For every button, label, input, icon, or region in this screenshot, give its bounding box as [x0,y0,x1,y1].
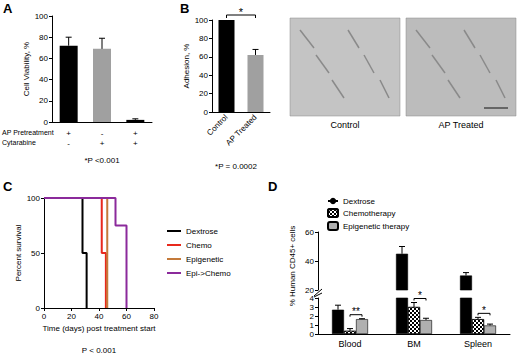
svg-text:*P = 0.0002: *P = 0.0002 [215,162,257,171]
svg-text:*: * [239,6,244,18]
svg-text:100: 100 [195,16,209,25]
svg-text:Epigenetic: Epigenetic [186,255,223,264]
svg-text:0: 0 [310,330,315,339]
svg-text:Cell Viability, %: Cell Viability, % [22,42,31,96]
svg-text:+: + [100,139,105,148]
svg-text:40: 40 [95,312,104,321]
svg-text:Dextrose: Dextrose [343,197,376,206]
svg-text:*: * [482,305,486,316]
svg-text:% Human CD45+ cells: % Human CD45+ cells [288,226,297,307]
svg-text:Cytarabine: Cytarabine [2,139,36,147]
svg-text:*: * [418,290,422,301]
svg-text:Control: Control [205,113,230,138]
svg-text:0: 0 [204,108,209,117]
svg-text:AP Treated: AP Treated [439,120,484,130]
svg-text:60: 60 [122,312,131,321]
svg-text:A: A [3,1,13,16]
svg-text:Percent survival: Percent survival [14,224,23,281]
svg-text:Spleen: Spleen [464,339,492,349]
svg-text:0: 0 [44,118,49,127]
svg-text:-: - [67,139,70,148]
svg-text:40: 40 [305,257,314,266]
svg-text:**: ** [352,306,360,317]
svg-text:20: 20 [39,96,48,105]
svg-text:AP Treated: AP Treated [224,113,259,148]
svg-text:+: + [133,139,138,148]
svg-text:80: 80 [39,33,48,42]
svg-text:C: C [3,179,13,194]
svg-text:Control: Control [330,120,359,130]
svg-text:BM: BM [407,339,421,349]
svg-text:60: 60 [199,52,208,61]
svg-text:80: 80 [199,34,208,43]
svg-text:D: D [268,179,277,194]
svg-text:P < 0.001: P < 0.001 [82,346,117,355]
svg-text:3: 3 [310,303,315,312]
svg-text:AP Pretreatment: AP Pretreatment [2,129,54,136]
svg-text:Epigenetic therapy: Epigenetic therapy [343,222,409,231]
svg-text:60: 60 [39,54,48,63]
svg-text:0: 0 [36,304,41,313]
svg-text:80: 80 [150,312,159,321]
svg-text:Chemo: Chemo [186,241,212,250]
svg-text:40: 40 [199,71,208,80]
svg-text:20: 20 [305,286,314,295]
svg-text:20: 20 [67,312,76,321]
svg-text:100: 100 [27,194,41,203]
svg-text:-: - [101,129,104,138]
svg-text:Dextrose: Dextrose [186,227,219,236]
svg-text:Adhesion, %: Adhesion, % [182,44,191,89]
svg-text:2: 2 [310,312,315,321]
svg-text:+: + [66,129,71,138]
svg-text:Blood: Blood [338,339,361,349]
svg-text:1: 1 [310,321,315,330]
svg-text:50: 50 [31,249,40,258]
svg-text:40: 40 [39,75,48,84]
svg-text:0: 0 [42,312,47,321]
svg-text:*P <0.001: *P <0.001 [84,156,120,165]
svg-text:20: 20 [199,89,208,98]
svg-text:100: 100 [35,12,49,21]
svg-text:B: B [180,1,189,16]
svg-text:4: 4 [310,294,315,303]
svg-text:Chemotherapy: Chemotherapy [343,209,395,218]
svg-text:Time (days) post treatment sta: Time (days) post treatment start [42,324,156,333]
svg-text:Epi->Chemo: Epi->Chemo [186,269,231,278]
svg-text:+: + [133,129,138,138]
svg-text:60: 60 [305,228,314,237]
